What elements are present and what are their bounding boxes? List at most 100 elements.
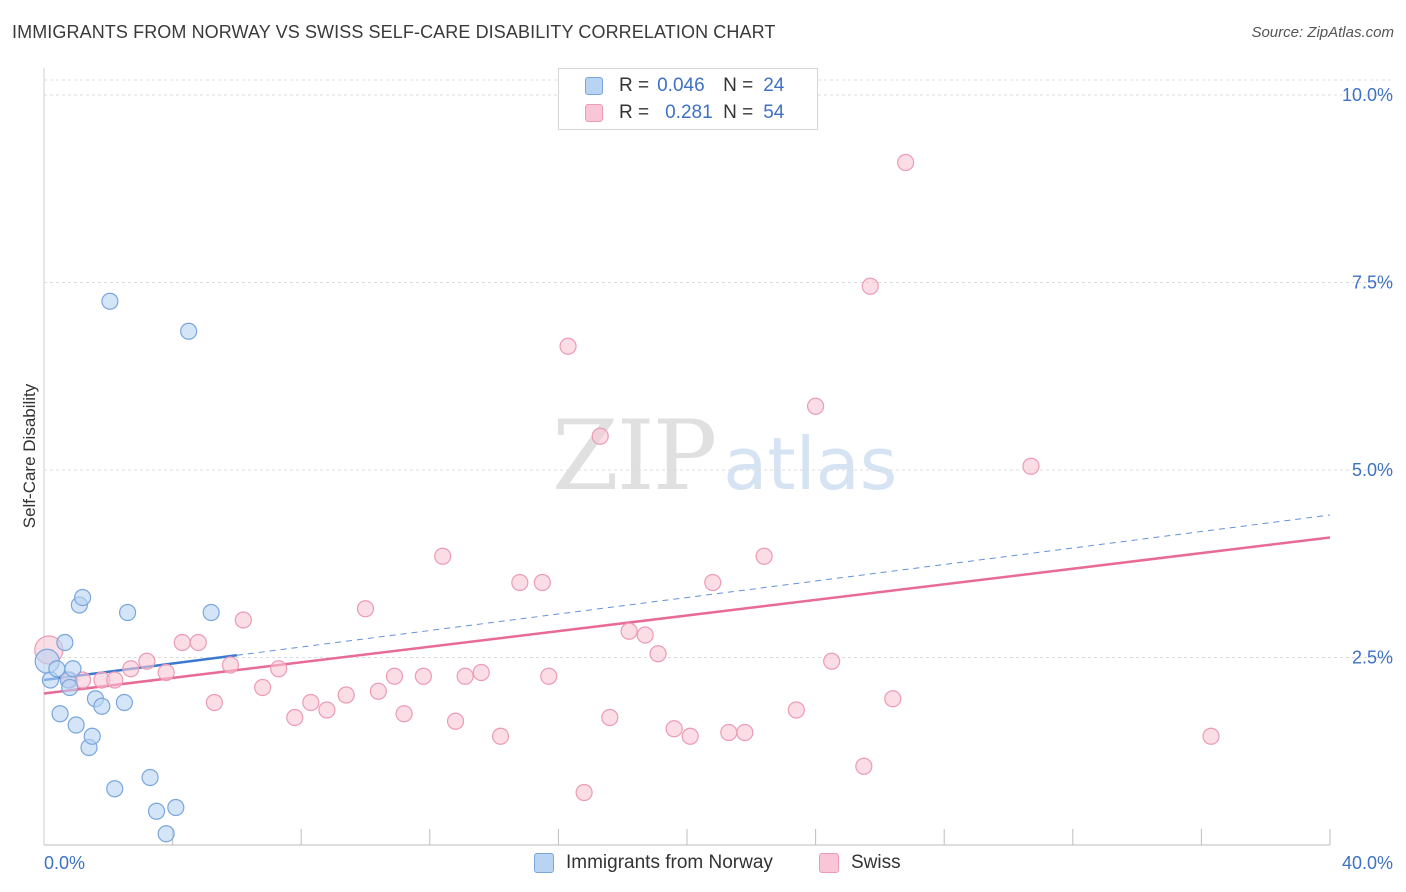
correlation-legend: R = 0.046 N = 24 R = 0.281 N = 54 <box>558 68 818 130</box>
swiss-point <box>665 720 683 738</box>
norway-point <box>167 798 185 817</box>
legend-swatch-norway <box>585 77 603 95</box>
swiss-point <box>456 667 474 685</box>
legend-row-swiss: R = 0.281 N = 54 <box>585 100 784 126</box>
swiss-point <box>681 727 699 745</box>
swiss-point <box>540 667 558 685</box>
legend-r-label: R = <box>619 102 650 123</box>
swiss-point <box>720 723 738 742</box>
swiss-point <box>286 708 304 727</box>
swiss-point <box>559 337 577 355</box>
swiss-point <box>270 660 288 678</box>
swiss-point <box>122 660 140 678</box>
y-tick-label: 10.0% <box>1342 85 1393 105</box>
swiss-point <box>138 652 156 670</box>
swiss-point <box>649 645 667 663</box>
y-tick-label: 5.0% <box>1352 460 1393 480</box>
swiss-point <box>414 667 432 685</box>
norway-point <box>51 705 69 723</box>
axis-layer <box>43 68 1331 846</box>
watermark-zip: ZIP <box>552 400 717 512</box>
legend-row-norway: R = 0.046 N = 24 <box>585 73 784 99</box>
legend-r-value: 0.281 <box>665 102 713 123</box>
source-label: Source: ZipAtlas.com <box>1251 24 1394 41</box>
swiss-point <box>755 547 773 565</box>
swiss-point <box>591 427 609 445</box>
norway-point <box>56 633 74 652</box>
swiss-point <box>189 633 207 652</box>
norway-point <box>115 693 133 712</box>
swiss-point <box>254 678 272 697</box>
x-tick-label: 0.0% <box>44 853 85 873</box>
swiss-point <box>575 783 593 802</box>
norway-point <box>157 825 175 843</box>
norway-point <box>106 780 124 798</box>
swiss-point <box>511 573 529 592</box>
swiss-point <box>897 153 915 172</box>
swiss-point <box>620 622 638 640</box>
norway-point <box>67 716 85 734</box>
swiss-point <box>1202 727 1220 745</box>
swiss-point <box>205 693 223 712</box>
y-tick-label: 7.5% <box>1352 273 1393 293</box>
swiss-point <box>173 633 191 652</box>
norway-point <box>73 588 92 607</box>
swiss-point <box>318 701 336 719</box>
legend-n-label: N = <box>723 75 754 96</box>
norway-point <box>64 660 82 678</box>
swiss-point <box>806 397 825 415</box>
watermark-atlas: atlas <box>723 422 898 506</box>
y-axis-label: Self-Care Disability <box>20 383 39 528</box>
legend-swatch-swiss <box>585 104 603 122</box>
norway-point <box>93 697 111 715</box>
y-tick-label: 2.5% <box>1352 648 1393 668</box>
series-legend-norway-label: Immigrants from Norway <box>566 852 773 873</box>
norway-point <box>118 603 137 622</box>
swiss-point <box>385 667 404 685</box>
x-tick-label: 40.0% <box>1342 853 1393 873</box>
swiss-point <box>157 663 175 682</box>
swiss-point <box>1022 457 1040 475</box>
swiss-point <box>356 600 375 618</box>
norway-point <box>101 292 119 310</box>
series-legend-norway[interactable]: Immigrants from Norway <box>534 852 773 874</box>
swiss-point <box>446 712 465 730</box>
swiss-point <box>395 705 413 723</box>
swiss-point <box>787 701 805 719</box>
grid-layer <box>44 79 1392 658</box>
series-swatch-norway <box>534 853 554 873</box>
norway-point <box>141 768 159 787</box>
swiss-point <box>601 708 619 727</box>
series-legend-swiss-label: Swiss <box>851 852 901 873</box>
series-legend-swiss[interactable]: Swiss <box>819 852 901 874</box>
legend-n-value: 24 <box>763 75 785 96</box>
norway-trend-extension <box>236 514 1331 656</box>
legend-r-label: R = <box>619 75 650 96</box>
points-layer <box>34 153 1220 843</box>
swiss-trend-line <box>43 536 1331 695</box>
legend-r-value: 0.046 <box>657 75 705 96</box>
legend-n-label: N = <box>723 102 754 123</box>
label-layer: 2.5% 5.0% 7.5% 10.0% 0.0% 40.0% Self-Care Disa… <box>20 85 1393 873</box>
swiss-point <box>884 690 902 708</box>
swiss-point <box>861 277 879 295</box>
norway-point <box>147 802 166 820</box>
swiss-point <box>736 723 754 742</box>
norway-point <box>83 727 101 745</box>
swiss-point <box>369 682 387 700</box>
swiss-point <box>533 573 551 592</box>
swiss-point <box>337 686 355 704</box>
swiss-point <box>704 573 722 592</box>
swiss-point <box>234 611 252 629</box>
swiss-point <box>434 547 452 565</box>
legend-n-value: 54 <box>763 102 785 123</box>
swiss-point <box>855 757 873 775</box>
swiss-point <box>221 656 240 674</box>
swiss-point <box>106 671 124 689</box>
watermark: ZIP atlas <box>552 400 897 512</box>
swiss-point <box>472 663 490 682</box>
series-swatch-swiss <box>819 853 839 873</box>
swiss-point <box>823 652 841 670</box>
swiss-point <box>491 727 510 745</box>
norway-point <box>202 603 220 622</box>
